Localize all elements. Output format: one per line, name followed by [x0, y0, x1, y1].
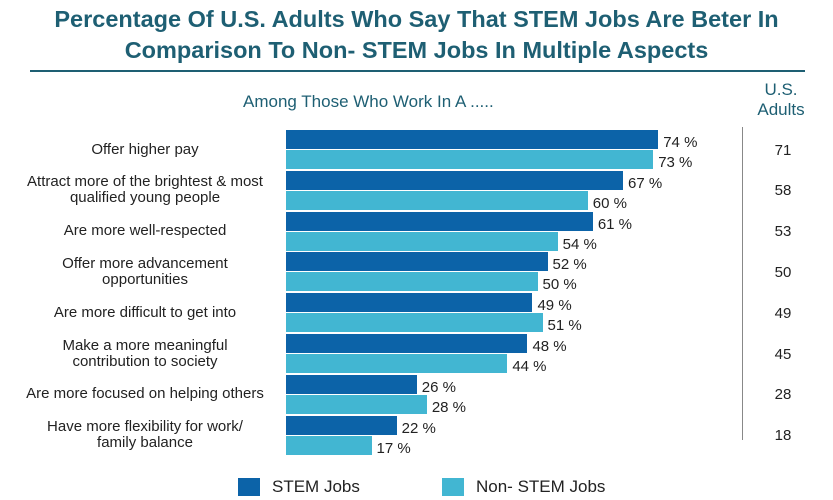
- legend-swatch-non-stem: [442, 478, 464, 496]
- legend-label-non-stem: Non- STEM Jobs: [476, 477, 606, 496]
- category-label: Offer higher pay: [91, 140, 199, 158]
- value-label-non-stem-jobs: 73 %: [658, 154, 693, 171]
- bar-stem-jobs: [286, 170, 623, 190]
- us-adults-value: 71: [774, 141, 792, 159]
- value-label-stem-jobs: 67 %: [628, 174, 663, 192]
- value-label-stem-jobs: 61 %: [597, 215, 633, 233]
- chart-title: Percentage Of U.S. Adults Who Say That S…: [54, 6, 779, 63]
- value-label-stem-jobs: 52 %: [552, 256, 587, 274]
- bar-stem-jobs: [286, 293, 533, 313]
- bar-stem-jobs: [286, 130, 659, 149]
- title-divider: [30, 70, 805, 72]
- category-label: Are more difficult to get into: [53, 303, 237, 321]
- us-adults-value: 18: [774, 427, 792, 445]
- bar-non-stem-jobs: [286, 272, 538, 292]
- value-label-non-stem-jobs: 51 %: [547, 317, 582, 335]
- bar-stem-jobs: [286, 374, 417, 394]
- value-label-non-stem-jobs: 60 %: [592, 194, 627, 212]
- bar-non-stem-jobs: [286, 313, 543, 333]
- bar-stem-jobs: [286, 252, 548, 272]
- category-label: Are more well-respected: [63, 222, 227, 240]
- category-label: Have more flexibility for work/family ba…: [47, 418, 243, 452]
- bar-stem-jobs: [286, 415, 397, 435]
- bar-non-stem-jobs: [286, 354, 508, 373]
- value-label-stem-jobs: 26 %: [421, 378, 456, 396]
- bar-non-stem-jobs: [286, 435, 372, 455]
- bar-non-stem-jobs: [286, 394, 427, 414]
- bar-non-stem-jobs: [286, 231, 558, 251]
- legend-label-stem: STEM Jobs: [272, 477, 360, 496]
- bar-non-stem-jobs: [286, 150, 654, 169]
- us-adults-value: 50: [774, 263, 792, 281]
- value-label-stem-jobs: 22 %: [401, 419, 436, 437]
- us-adults-value: 28: [774, 386, 792, 404]
- us-adults-column-header: U.S. Adults: [757, 80, 805, 119]
- value-label-non-stem-jobs: 54 %: [562, 235, 597, 253]
- category-label: Are more focused on helping others: [26, 385, 264, 403]
- us-adults-divider: [742, 127, 743, 440]
- us-adults-value: 53: [774, 223, 792, 241]
- chart-subtitle: Among Those Who Work In A .....: [243, 92, 494, 111]
- category-label: Attract more of the brightest & most qual…: [27, 173, 263, 207]
- value-label-non-stem-jobs: 50 %: [542, 276, 577, 294]
- value-label-non-stem-jobs: 44 %: [512, 358, 547, 375]
- category-label: Make a more meaningful contribution to so…: [62, 336, 228, 370]
- value-label-stem-jobs: 49 %: [537, 297, 572, 315]
- bar-stem-jobs: [286, 211, 593, 231]
- us-adults-value: 45: [774, 345, 792, 363]
- bar-non-stem-jobs: [286, 190, 588, 210]
- us-adults-value: 58: [774, 182, 792, 200]
- us-adults-value: 49: [774, 304, 792, 322]
- category-label: Offer more advancement opportunities: [62, 254, 228, 288]
- bar-stem-jobs: [286, 334, 528, 353]
- value-label-non-stem-jobs: 28 %: [431, 398, 467, 416]
- legend-swatch-stem: [238, 478, 260, 496]
- value-label-stem-jobs: 48 %: [532, 338, 567, 355]
- value-label-stem-jobs: 74 %: [663, 134, 698, 151]
- value-label-non-stem-jobs: 17 %: [376, 439, 411, 457]
